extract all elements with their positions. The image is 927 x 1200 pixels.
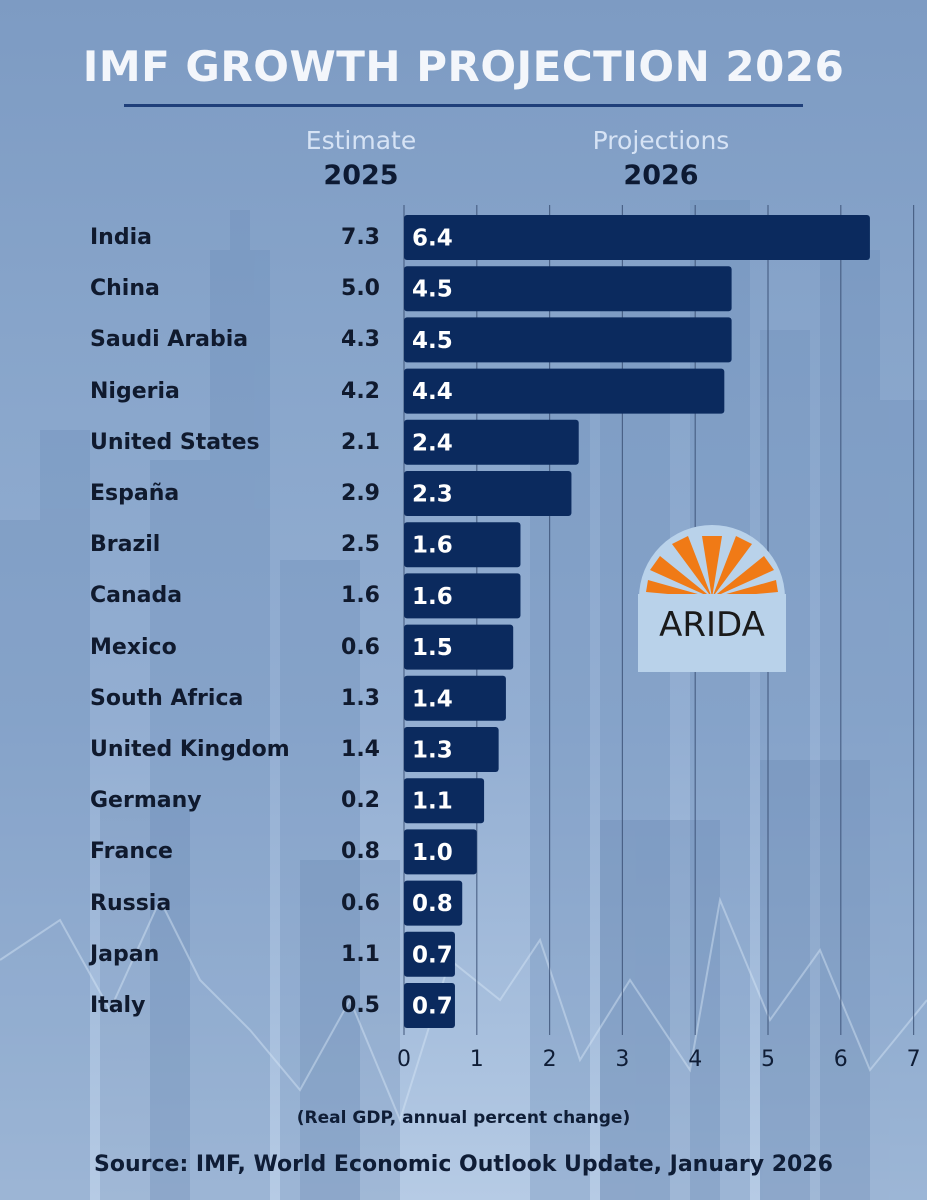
country-label: España bbox=[90, 481, 180, 506]
arida-logo: ARIDA bbox=[638, 525, 786, 672]
bar-value-label: 1.3 bbox=[412, 738, 453, 764]
bar-value-label: 0.8 bbox=[412, 891, 453, 917]
bar bbox=[404, 419, 579, 465]
source-note: Source: IMF, World Economic Outlook Upda… bbox=[94, 1152, 833, 1177]
title-underline bbox=[124, 104, 803, 107]
estimate-2025-value: 1.3 bbox=[341, 685, 380, 711]
bar-value-label: 2.3 bbox=[412, 482, 453, 508]
bar-value-label: 4.5 bbox=[412, 328, 453, 354]
bar bbox=[404, 727, 499, 772]
estimate-2025-value: 2.1 bbox=[341, 429, 380, 455]
country-label: Brazil bbox=[90, 532, 161, 558]
bar bbox=[404, 266, 732, 312]
bar bbox=[404, 931, 455, 977]
estimate-header-label: Estimate bbox=[305, 126, 417, 155]
bar-value-label: 1.1 bbox=[412, 789, 453, 815]
bar bbox=[404, 522, 521, 568]
x-tick-label: 4 bbox=[688, 1047, 702, 1072]
bar-value-label: 1.5 bbox=[412, 635, 453, 661]
bar bbox=[404, 829, 477, 875]
estimate-2025-value: 0.8 bbox=[341, 839, 380, 865]
bar-value-label: 1.0 bbox=[412, 840, 453, 866]
unit-note: (Real GDP, annual percent change) bbox=[296, 1108, 631, 1128]
country-label: Canada bbox=[90, 583, 183, 609]
country-label: France bbox=[90, 839, 173, 865]
projection-header-label: Projections bbox=[592, 126, 730, 155]
country-label: Saudi Arabia bbox=[90, 327, 249, 353]
estimate-2025-value: 1.1 bbox=[341, 941, 380, 967]
bar bbox=[404, 573, 521, 619]
x-tick-label: 5 bbox=[761, 1047, 775, 1072]
estimate-2025-value: 7.3 bbox=[341, 225, 380, 250]
estimate-2025-value: 0.6 bbox=[341, 634, 380, 660]
x-tick-label: 3 bbox=[615, 1047, 629, 1072]
bar bbox=[404, 368, 725, 414]
estimate-2025-value: 4.3 bbox=[341, 327, 380, 353]
country-label: United Kingdom bbox=[90, 737, 290, 762]
bar bbox=[404, 778, 485, 824]
country-label: South Africa bbox=[90, 685, 244, 711]
country-label: Japan bbox=[90, 941, 160, 967]
estimate-2025-value: 5.0 bbox=[341, 276, 380, 302]
x-tick-label: 6 bbox=[834, 1047, 848, 1072]
bar bbox=[404, 317, 732, 363]
bar bbox=[404, 624, 514, 670]
estimate-header-year: 2025 bbox=[323, 160, 399, 191]
country-label: Nigeria bbox=[90, 378, 180, 404]
bar-value-label: 1.6 bbox=[412, 584, 453, 610]
bar-value-label: 4.5 bbox=[412, 277, 453, 303]
country-label: China bbox=[90, 276, 160, 302]
logo-text: ARIDA bbox=[659, 605, 765, 645]
bar-value-label: 4.4 bbox=[412, 379, 453, 405]
bar bbox=[404, 675, 506, 721]
bar-value-label: 2.4 bbox=[412, 430, 453, 456]
x-tick-label: 1 bbox=[470, 1047, 484, 1072]
page-title: IMF GROWTH PROJECTION 2026 bbox=[82, 42, 845, 91]
country-label: India bbox=[90, 225, 152, 250]
estimate-2025-value: 1.4 bbox=[341, 737, 380, 762]
estimate-2025-value: 2.5 bbox=[341, 532, 380, 558]
estimate-2025-value: 0.2 bbox=[341, 788, 380, 814]
bar-value-label: 1.4 bbox=[412, 686, 453, 712]
bar-value-label: 1.6 bbox=[412, 533, 453, 559]
estimate-2025-value: 2.9 bbox=[341, 481, 380, 506]
estimate-2025-value: 1.6 bbox=[341, 583, 380, 609]
bar-value-label: 6.4 bbox=[412, 226, 453, 252]
x-tick-label: 0 bbox=[397, 1047, 411, 1072]
estimate-2025-value: 0.5 bbox=[341, 993, 380, 1018]
x-tick-label: 7 bbox=[907, 1047, 921, 1072]
bar bbox=[404, 471, 572, 516]
bar bbox=[404, 880, 463, 926]
bar-value-label: 0.7 bbox=[412, 994, 453, 1020]
projection-header-year: 2026 bbox=[623, 160, 699, 191]
bar-value-label: 0.7 bbox=[412, 942, 453, 968]
estimate-2025-value: 4.2 bbox=[341, 378, 380, 404]
estimate-2025-value: 0.6 bbox=[341, 890, 380, 916]
country-label: Russia bbox=[90, 890, 172, 916]
country-label: Italy bbox=[90, 993, 146, 1018]
bar bbox=[404, 215, 870, 260]
country-label: Germany bbox=[90, 788, 202, 814]
country-label: United States bbox=[90, 429, 260, 455]
x-tick-label: 2 bbox=[543, 1047, 557, 1072]
bar bbox=[404, 983, 455, 1028]
country-label: Mexico bbox=[90, 634, 177, 660]
